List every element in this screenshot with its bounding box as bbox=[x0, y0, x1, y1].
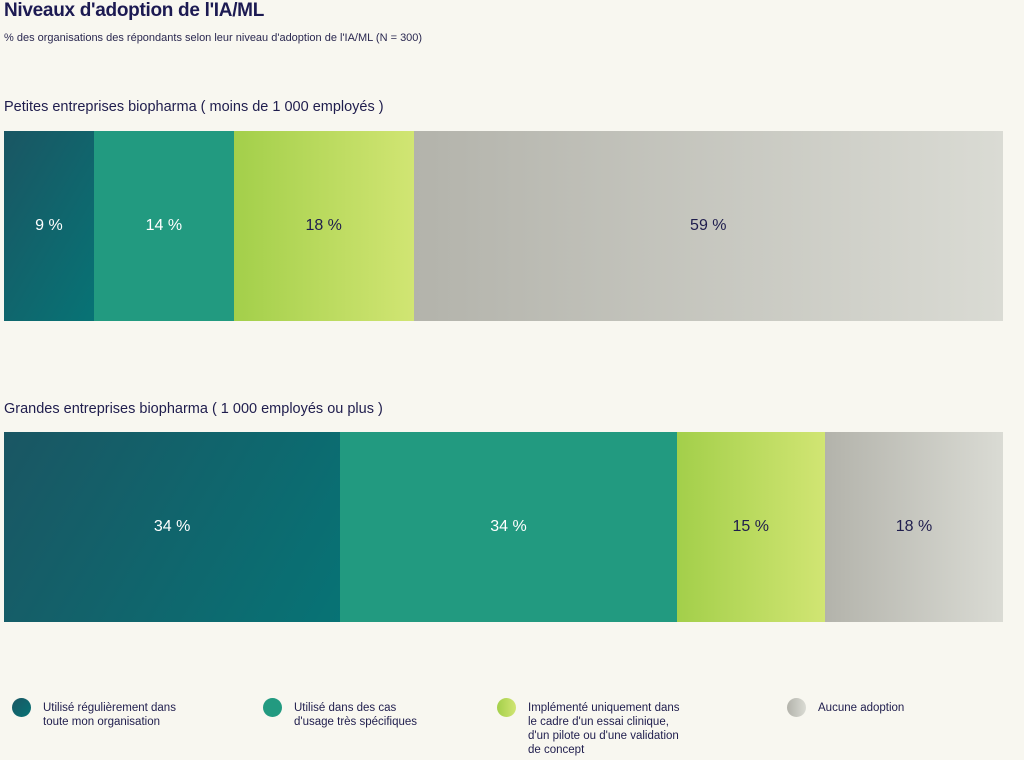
legend-item-pilot-only: Implémenté uniquement dans le cadre d'un… bbox=[497, 698, 680, 757]
group-label-small: Petites entreprises biopharma ( moins de… bbox=[4, 99, 384, 115]
bar-segment-no-adoption: 18 % bbox=[824, 432, 1003, 622]
bar-segment-specific-use: 34 % bbox=[340, 432, 677, 622]
legend-swatch-specific-use bbox=[263, 698, 282, 717]
legend-label-regular-use: Utilisé régulièrement dans toute mon org… bbox=[43, 702, 176, 728]
legend-item-no-adoption: Aucune adoption bbox=[787, 698, 904, 717]
legend-label-specific-use: Utilisé dans des cas d'usage très spécif… bbox=[294, 702, 418, 728]
chart-title: Niveaux d'adoption de l'IA/ML bbox=[4, 0, 265, 21]
bar-segment-pilot-only: 18 % bbox=[233, 131, 414, 321]
legend-swatch-pilot-only bbox=[497, 698, 516, 717]
legend-swatch-no-adoption bbox=[787, 698, 806, 717]
legend-item-regular-use: Utilisé régulièrement dans toute mon org… bbox=[12, 698, 176, 729]
bar-segment-pilot-only: 15 % bbox=[676, 432, 825, 622]
bar-segment-regular-use: 9 % bbox=[4, 131, 94, 321]
legend-swatch-regular-use bbox=[12, 698, 31, 717]
bar-segment-no-adoption: 59 % bbox=[413, 131, 1003, 321]
bar-segment-specific-use: 14 % bbox=[93, 131, 234, 321]
chart-subtitle: % des organisations des répondants selon… bbox=[4, 32, 423, 44]
bar-large-companies: 34 % 34 % 15 % 18 % bbox=[4, 432, 1003, 622]
legend-label-pilot-only: Implémenté uniquement dans le cadre d'un… bbox=[528, 702, 680, 756]
bar-small-companies: 9 % 14 % 18 % 59 % bbox=[4, 131, 1003, 321]
group-label-large: Grandes entreprises biopharma ( 1 000 em… bbox=[4, 401, 383, 417]
legend-item-specific-use: Utilisé dans des cas d'usage très spécif… bbox=[263, 698, 417, 729]
bar-segment-regular-use: 34 % bbox=[4, 432, 341, 622]
legend-label-no-adoption: Aucune adoption bbox=[818, 702, 905, 714]
